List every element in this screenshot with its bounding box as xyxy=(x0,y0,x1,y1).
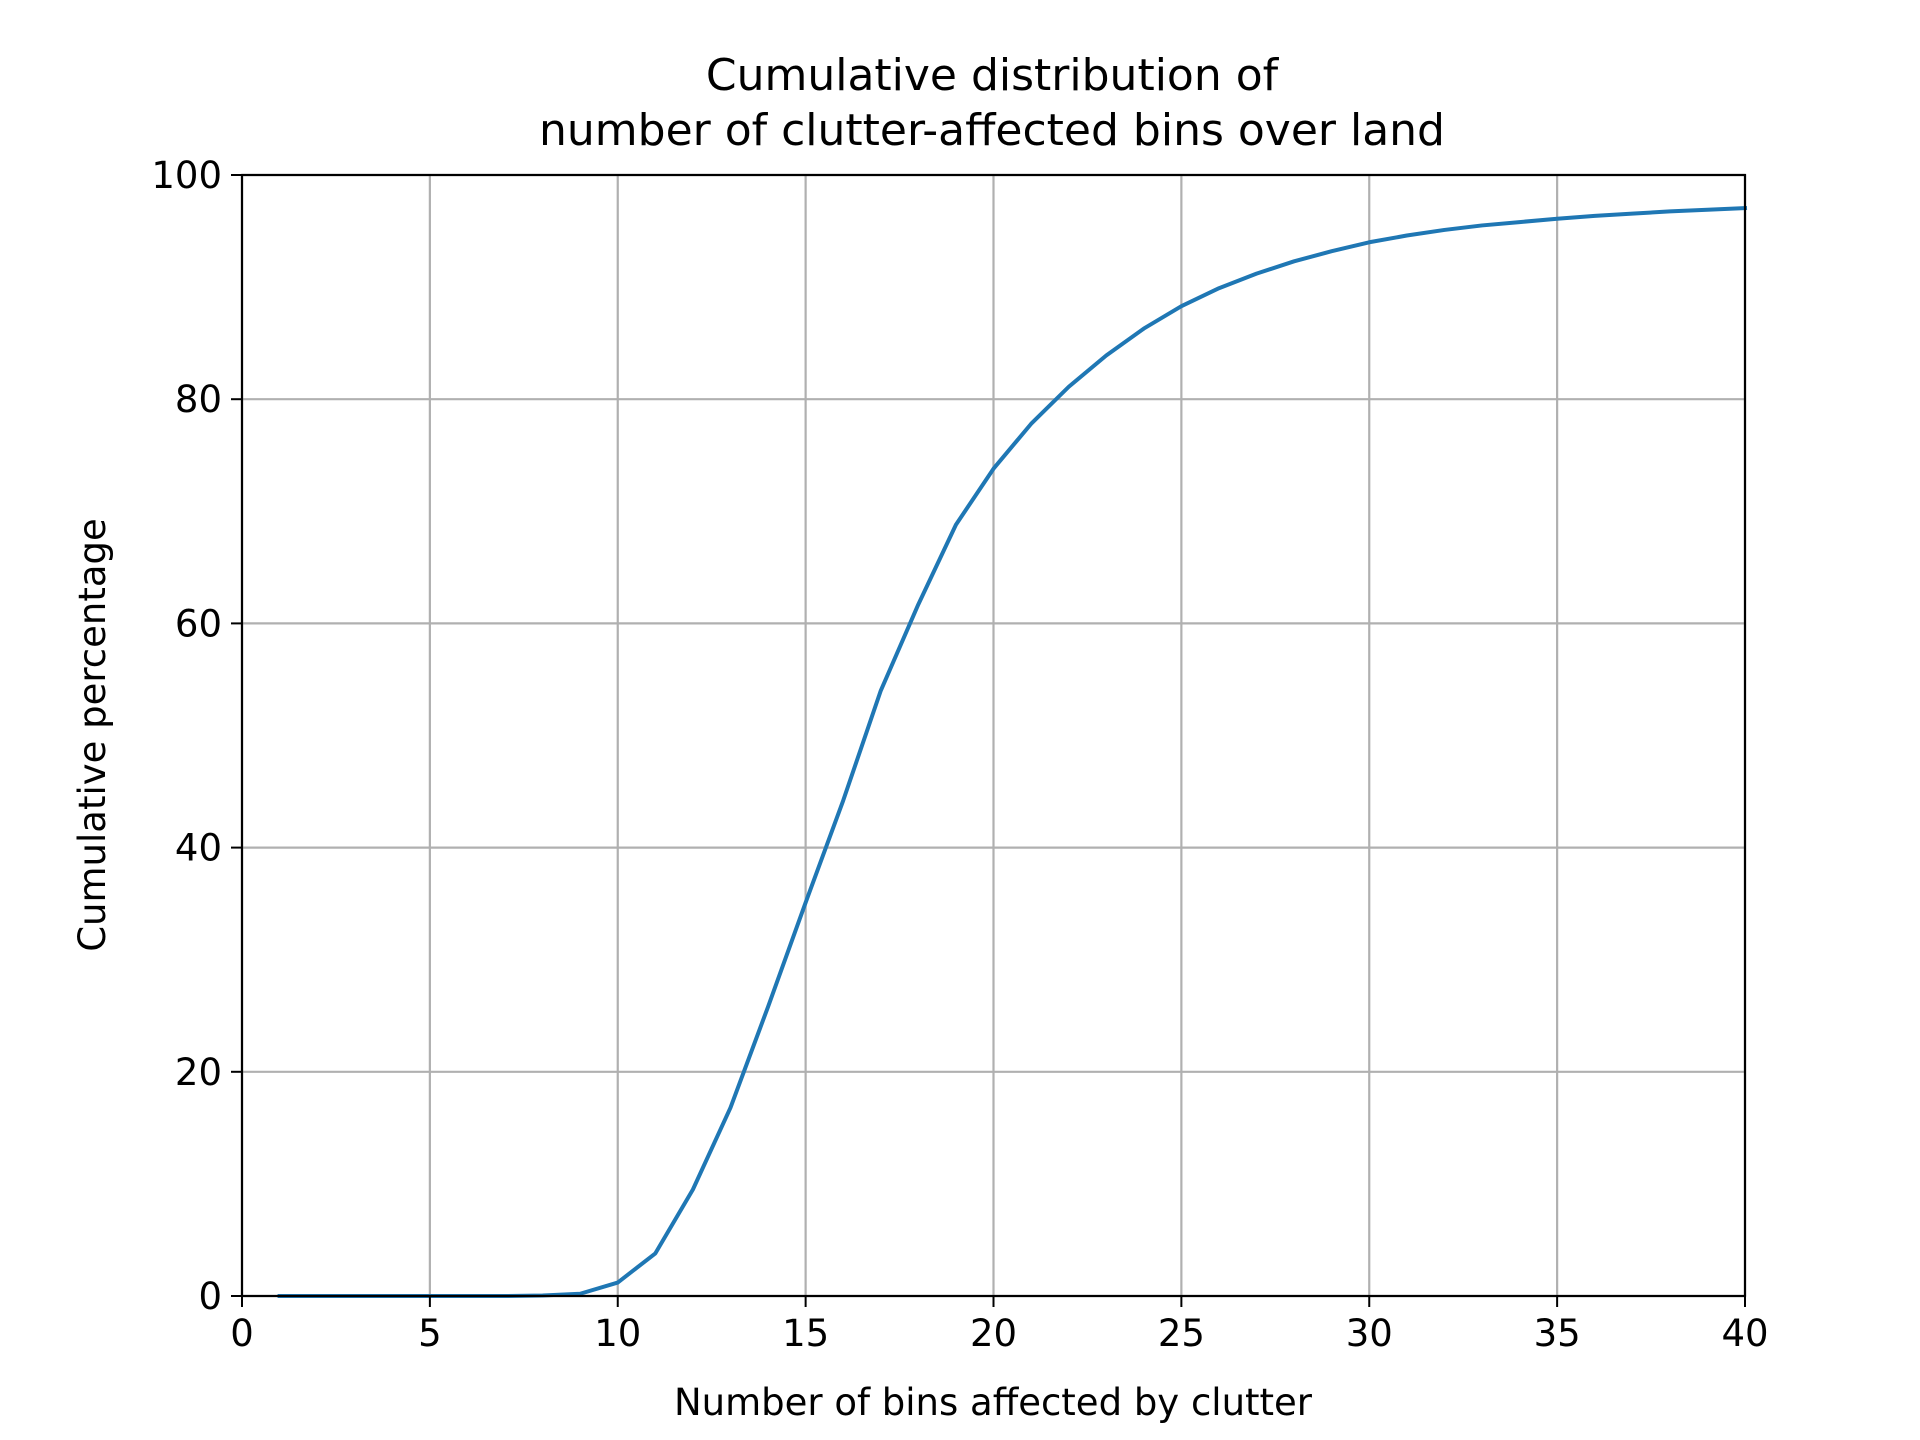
y-tick-label-3: 60 xyxy=(175,602,222,645)
y-tick-label-0: 0 xyxy=(198,1275,222,1318)
y-axis-label: Cumulative percentage xyxy=(71,518,114,952)
x-tick-label-2: 10 xyxy=(594,1312,641,1355)
x-tick-label-5: 25 xyxy=(1158,1312,1205,1355)
y-tick-label-4: 80 xyxy=(175,378,222,421)
x-tick-label-6: 30 xyxy=(1346,1312,1393,1355)
x-tick-label-7: 35 xyxy=(1534,1312,1581,1355)
x-axis-label: Number of bins affected by clutter xyxy=(674,1381,1313,1424)
x-tick-label-1: 5 xyxy=(418,1312,442,1355)
chart-title-line-2: number of clutter-affected bins over lan… xyxy=(539,105,1445,156)
x-tick-label-4: 20 xyxy=(970,1312,1017,1355)
grid xyxy=(240,173,1747,1298)
y-tick-label-5: 100 xyxy=(151,154,222,197)
ticks: 0 5 10 15 20 25 30 35 40 0 20 40 60 80 100 xyxy=(151,154,1768,1355)
chart-title-line-1: Cumulative distribution of xyxy=(706,50,1280,101)
y-tick-label-2: 40 xyxy=(175,827,222,870)
y-tick-label-1: 20 xyxy=(175,1051,222,1094)
x-tick-label-3: 15 xyxy=(782,1312,829,1355)
x-tick-label-0: 0 xyxy=(230,1312,254,1355)
x-tick-label-8: 40 xyxy=(1721,1312,1768,1355)
